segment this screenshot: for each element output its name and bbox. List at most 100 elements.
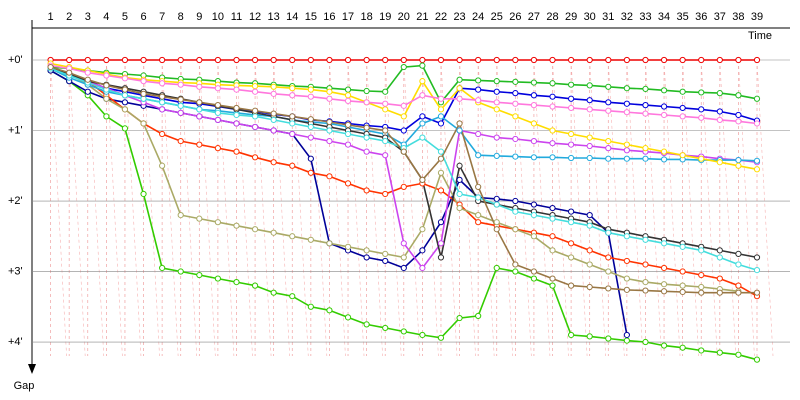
lap-point [493, 152, 500, 159]
x-tick-label: 12 [249, 11, 261, 23]
lap-point [307, 86, 314, 93]
lap-point [605, 137, 612, 145]
lap-point [549, 282, 556, 289]
lap-point [419, 331, 426, 339]
lap-point [437, 106, 445, 113]
lap-point [605, 155, 612, 162]
lap-point [289, 113, 296, 120]
lap-point [623, 147, 630, 154]
lap-point [735, 111, 742, 119]
lap-point [716, 289, 723, 296]
lap-point [586, 56, 593, 64]
lap-point [475, 212, 482, 219]
x-tick-label: 38 [732, 11, 744, 23]
lap-point [716, 90, 723, 97]
lap-point [326, 240, 333, 247]
lap-point [214, 56, 221, 64]
lap-point [493, 201, 500, 208]
lap-diagonal [626, 59, 644, 357]
lap-point [456, 95, 463, 102]
lap-point [103, 72, 110, 79]
lap-point [251, 113, 259, 120]
lap-diagonal [291, 59, 309, 357]
lap-point [419, 264, 426, 272]
lap-point [549, 215, 556, 222]
lap-point [140, 56, 147, 64]
lap-point [251, 282, 259, 289]
lap-point [196, 56, 203, 64]
lap-point [121, 125, 129, 132]
x-tick-label: 18 [360, 11, 372, 23]
lap-point [456, 56, 463, 64]
lap-point [419, 120, 426, 127]
lap-point [159, 130, 166, 138]
lap-point [363, 99, 370, 106]
lap-point [493, 88, 500, 95]
lap-point [512, 268, 519, 275]
lap-point [549, 103, 556, 110]
lap-diagonal [515, 59, 532, 357]
lap-point [679, 113, 686, 120]
lap-point [344, 121, 352, 128]
lap-point [530, 154, 538, 161]
lap-point [753, 289, 761, 296]
lap-point [660, 288, 668, 295]
lap-point [605, 229, 612, 236]
lap-point [660, 148, 668, 155]
lap-point [660, 87, 668, 94]
lap-point [753, 356, 761, 363]
lap-point [66, 69, 73, 76]
x-tick-label: 34 [658, 11, 670, 23]
lap-point [623, 286, 630, 293]
x-tick-label: 5 [122, 11, 128, 23]
lap-point [233, 111, 240, 119]
lap-point [753, 166, 761, 173]
x-tick-label: 36 [695, 11, 707, 23]
lap-point [289, 120, 296, 127]
lap-point [512, 153, 519, 160]
lap-point [400, 328, 407, 335]
lap-point [363, 247, 370, 254]
lap-point [400, 102, 407, 109]
lap-point [251, 154, 259, 161]
lap-point [307, 169, 314, 176]
lap-point [233, 104, 240, 112]
x-tick-label: 8 [178, 11, 184, 23]
lap-diagonal [738, 59, 755, 357]
lap-point [735, 118, 742, 125]
lap-point [568, 104, 575, 112]
lap-point [530, 120, 538, 127]
lap-point [549, 140, 556, 147]
x-tick-label: 27 [528, 11, 540, 23]
lap-diagonal [682, 59, 699, 357]
lap-point [716, 56, 723, 64]
lap-point [512, 197, 519, 205]
lap-point [140, 120, 147, 127]
lap-point [103, 56, 110, 64]
lap-point [493, 219, 500, 226]
lap-point [344, 314, 352, 321]
lap-point [363, 124, 370, 131]
lap-point [623, 275, 630, 282]
lap-diagonal [700, 59, 718, 357]
x-tick-label: 30 [584, 11, 596, 23]
x-tick-label: 13 [268, 11, 280, 23]
lap-point [326, 56, 333, 64]
lap-point [326, 118, 333, 126]
lap-point [586, 106, 593, 113]
lap-point [698, 271, 705, 279]
lap-point [419, 62, 426, 69]
lap-point [660, 156, 668, 163]
lap-point [84, 69, 91, 76]
lap-point [735, 157, 742, 164]
lap-point [177, 81, 184, 88]
lap-point [103, 95, 110, 102]
lap-point [586, 283, 593, 291]
lap-point [530, 268, 538, 275]
lap-point [437, 187, 445, 194]
lap-point [568, 130, 575, 138]
lap-point [121, 86, 129, 93]
lap-point [568, 240, 575, 247]
lap-diagonal [589, 59, 606, 357]
lap-diagonal [440, 59, 458, 357]
